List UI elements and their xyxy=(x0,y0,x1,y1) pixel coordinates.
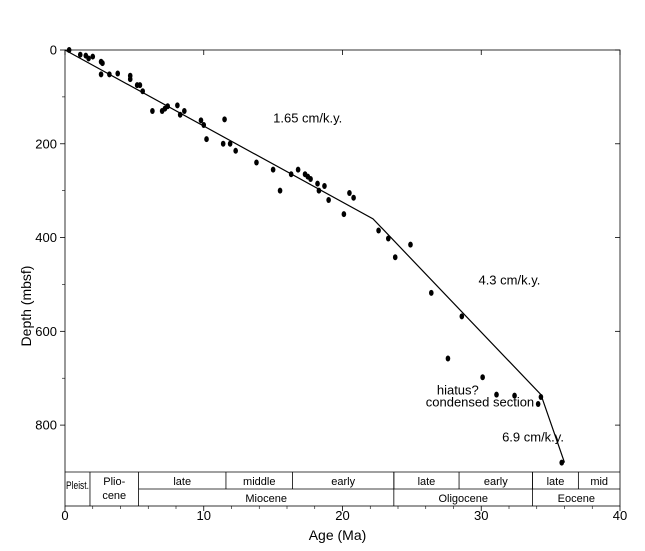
annotation: 1.65 cm/k.y. xyxy=(273,111,342,126)
y-tick-label: 600 xyxy=(35,324,57,339)
x-tick-label: 0 xyxy=(61,508,68,523)
x-tick-label: 10 xyxy=(197,508,211,523)
data-point xyxy=(559,459,565,466)
data-point xyxy=(347,190,352,197)
y-axis-title: Depth (mbsf) xyxy=(18,266,34,347)
x-tick-label: 40 xyxy=(613,508,627,523)
data-point xyxy=(222,116,227,123)
data-point xyxy=(175,102,180,109)
y-tick-label: 800 xyxy=(35,418,57,433)
data-point xyxy=(177,111,183,118)
epoch-label: Eocene xyxy=(558,493,595,505)
data-point xyxy=(385,235,391,242)
data-point xyxy=(445,355,451,362)
annotation: 6.9 cm/k.y. xyxy=(502,430,564,445)
subepoch-label: middle xyxy=(243,476,275,488)
data-point xyxy=(165,103,170,110)
annotation: 4.3 cm/k.y. xyxy=(478,272,540,287)
sedimentation-rate-line xyxy=(64,49,566,463)
epoch-label: Plio- xyxy=(103,476,125,488)
data-point xyxy=(341,211,347,218)
data-point xyxy=(182,107,187,114)
data-point xyxy=(201,122,207,129)
x-axis-title: Age (Ma) xyxy=(309,527,367,543)
data-point xyxy=(408,241,413,248)
data-point xyxy=(322,182,327,189)
data-point xyxy=(100,60,105,67)
data-point xyxy=(459,313,465,320)
data-point xyxy=(198,117,204,124)
data-point xyxy=(90,53,96,60)
data-point xyxy=(137,82,143,89)
data-point xyxy=(315,180,320,187)
data-point xyxy=(204,136,209,143)
y-tick-label: 400 xyxy=(35,230,57,245)
data-point xyxy=(277,187,283,194)
y-tick-label: 0 xyxy=(50,43,57,58)
data-point xyxy=(115,70,121,77)
subepoch-label: early xyxy=(331,476,355,488)
epoch-label: Oligocene xyxy=(438,493,488,505)
data-point xyxy=(392,254,398,261)
data-point xyxy=(512,392,517,399)
data-point xyxy=(326,197,331,204)
data-point xyxy=(254,159,259,166)
data-point xyxy=(351,194,356,201)
annotation: hiatus? xyxy=(437,383,479,398)
y-tick-label: 200 xyxy=(35,136,57,151)
subepoch-label: mid xyxy=(590,476,608,488)
data-point xyxy=(220,140,226,147)
data-point xyxy=(538,393,544,400)
data-point xyxy=(308,175,313,182)
data-point xyxy=(66,47,72,53)
data-point xyxy=(295,166,301,173)
data-point xyxy=(494,391,499,398)
data-point xyxy=(98,71,104,78)
subepoch-label: late xyxy=(547,476,565,488)
data-point xyxy=(316,187,322,194)
annotation: condensed section xyxy=(426,394,534,409)
epoch-label: cene xyxy=(102,490,126,502)
data-point xyxy=(376,227,381,234)
data-point xyxy=(77,51,83,58)
data-point xyxy=(535,401,541,408)
data-point xyxy=(227,140,233,147)
data-point xyxy=(86,55,91,62)
x-tick-label: 30 xyxy=(474,508,488,523)
subepoch-label: late xyxy=(418,476,436,488)
epoch-label: Miocene xyxy=(245,493,287,505)
subepoch-label: late xyxy=(173,476,191,488)
data-point xyxy=(140,88,145,95)
epoch-label: Pleist. xyxy=(66,480,89,492)
data-point xyxy=(150,107,155,114)
x-tick-label: 20 xyxy=(335,508,349,523)
data-point xyxy=(233,147,238,154)
data-point xyxy=(127,76,133,83)
data-point xyxy=(429,289,434,296)
data-point xyxy=(107,71,112,78)
data-point xyxy=(270,166,276,173)
data-point xyxy=(288,171,294,178)
chronostratigraphy-band: Pleist. Plio-cene Miocene Oligocene Eocene la… xyxy=(65,471,620,506)
subepoch-label: early xyxy=(484,476,508,488)
data-point xyxy=(480,374,485,381)
